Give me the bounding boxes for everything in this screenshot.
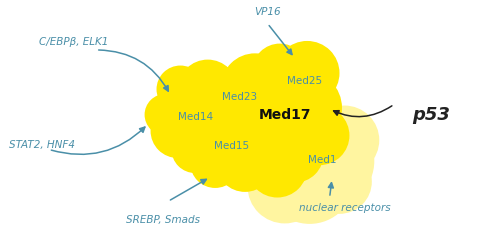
Ellipse shape (150, 104, 206, 158)
Ellipse shape (172, 126, 219, 173)
Ellipse shape (216, 135, 274, 192)
Text: Med17: Med17 (258, 108, 311, 122)
Text: Med1: Med1 (308, 155, 336, 165)
Ellipse shape (221, 53, 289, 121)
Ellipse shape (178, 60, 238, 119)
Ellipse shape (156, 66, 204, 113)
Ellipse shape (238, 113, 306, 181)
Text: VP16: VP16 (254, 7, 280, 17)
Ellipse shape (199, 113, 266, 181)
Ellipse shape (266, 125, 324, 183)
Ellipse shape (252, 44, 307, 98)
Ellipse shape (200, 66, 275, 140)
Ellipse shape (180, 87, 260, 166)
Text: C/EBPβ, ELK1: C/EBPβ, ELK1 (38, 37, 108, 47)
Text: Med23: Med23 (222, 92, 258, 102)
Ellipse shape (248, 149, 322, 223)
Text: Med25: Med25 (287, 76, 322, 86)
Ellipse shape (156, 73, 230, 147)
Text: SREBP, Smads: SREBP, Smads (126, 215, 200, 225)
Ellipse shape (144, 94, 186, 135)
Text: STAT2, HNF4: STAT2, HNF4 (9, 140, 75, 150)
Text: nuclear receptors: nuclear receptors (298, 203, 390, 213)
Ellipse shape (307, 150, 372, 214)
Ellipse shape (230, 68, 314, 152)
Text: Med15: Med15 (214, 141, 248, 151)
Ellipse shape (268, 71, 342, 145)
Ellipse shape (255, 55, 324, 124)
Ellipse shape (250, 89, 330, 168)
Ellipse shape (214, 88, 296, 169)
Ellipse shape (310, 106, 380, 175)
Ellipse shape (290, 106, 350, 165)
Ellipse shape (275, 41, 340, 105)
Ellipse shape (280, 114, 374, 208)
Text: p53: p53 (412, 106, 451, 124)
Ellipse shape (265, 135, 354, 224)
Text: Med14: Med14 (178, 112, 213, 122)
Ellipse shape (248, 138, 307, 197)
Ellipse shape (190, 139, 240, 188)
